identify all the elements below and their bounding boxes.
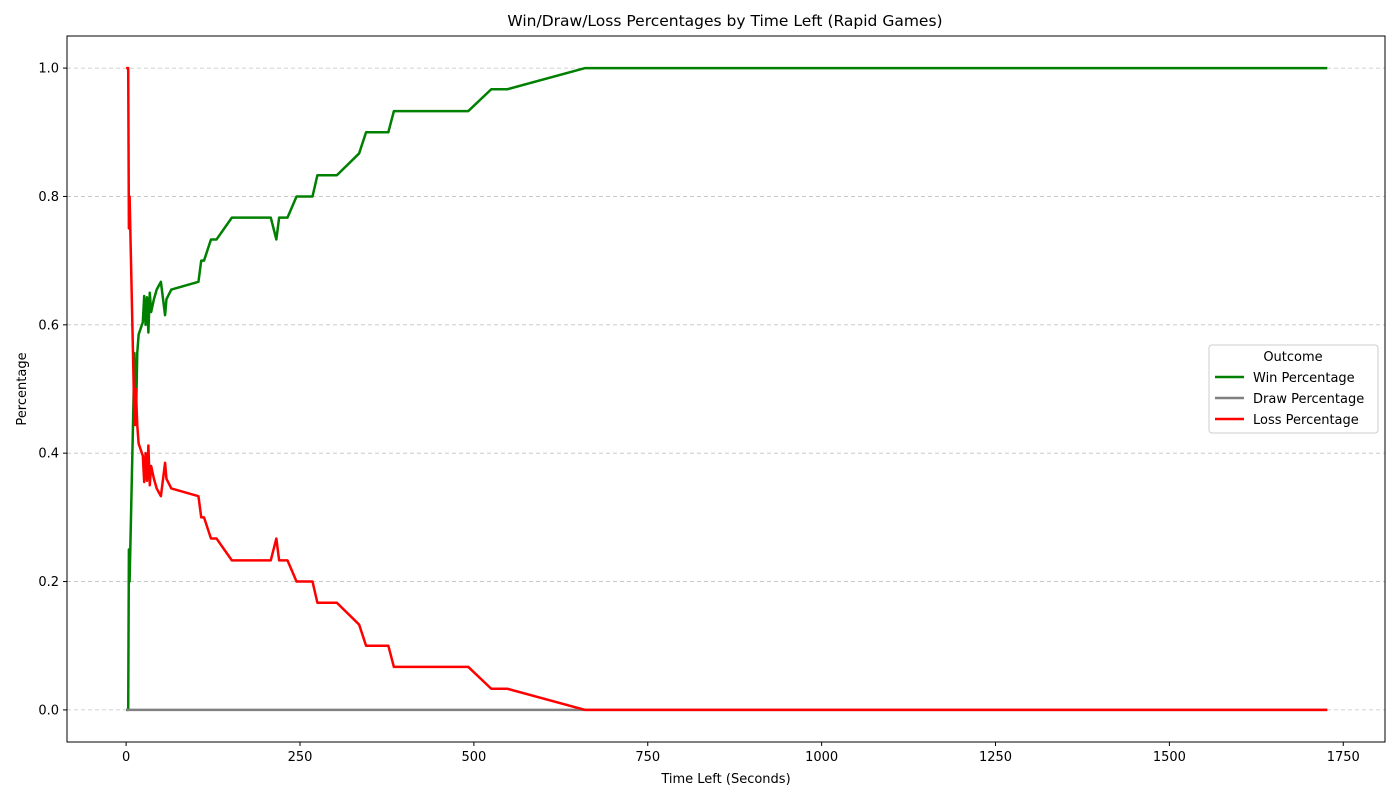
series-lines [126, 66, 1328, 712]
series-line-loss [126, 66, 1328, 712]
x-axis-title: Time Left (Seconds) [660, 772, 790, 787]
y-tick-label: 0.8 [38, 190, 59, 205]
x-axis-ticks: 0 250 500 750 1000 1250 1500 1750 [122, 742, 1360, 765]
series-line-win [126, 66, 1328, 712]
legend-title: Outcome [1263, 350, 1322, 365]
x-tick-label: 1250 [979, 750, 1012, 765]
y-tick-label: 0.6 [38, 318, 59, 333]
chart-title: Win/Draw/Loss Percentages by Time Left (… [507, 12, 942, 30]
y-axis-ticks: 0.0 0.2 0.4 0.6 0.8 1.0 [38, 62, 67, 718]
gridlines [67, 67, 1385, 711]
y-tick-label: 0.0 [38, 703, 59, 718]
x-tick-label: 1500 [1153, 750, 1186, 765]
x-tick-label: 1750 [1327, 750, 1360, 765]
y-tick-label: 0.4 [38, 447, 59, 462]
x-tick-label: 0 [122, 750, 130, 765]
y-tick-label: 0.2 [38, 575, 59, 590]
x-tick-label: 750 [635, 750, 660, 765]
legend-box [1208, 344, 1379, 434]
x-tick-label: 250 [288, 750, 313, 765]
plot-area-frame [66, 35, 1386, 743]
y-axis-title: Percentage [15, 352, 30, 425]
legend-label-win: Win Percentage [1253, 371, 1355, 386]
legend: Outcome Win Percentage Draw Percentage L… [1208, 344, 1379, 434]
x-tick-label: 500 [461, 750, 486, 765]
y-tick-label: 1.0 [38, 62, 59, 77]
legend-label-loss: Loss Percentage [1253, 413, 1359, 428]
x-tick-label: 1000 [805, 750, 838, 765]
legend-label-draw: Draw Percentage [1253, 392, 1364, 407]
